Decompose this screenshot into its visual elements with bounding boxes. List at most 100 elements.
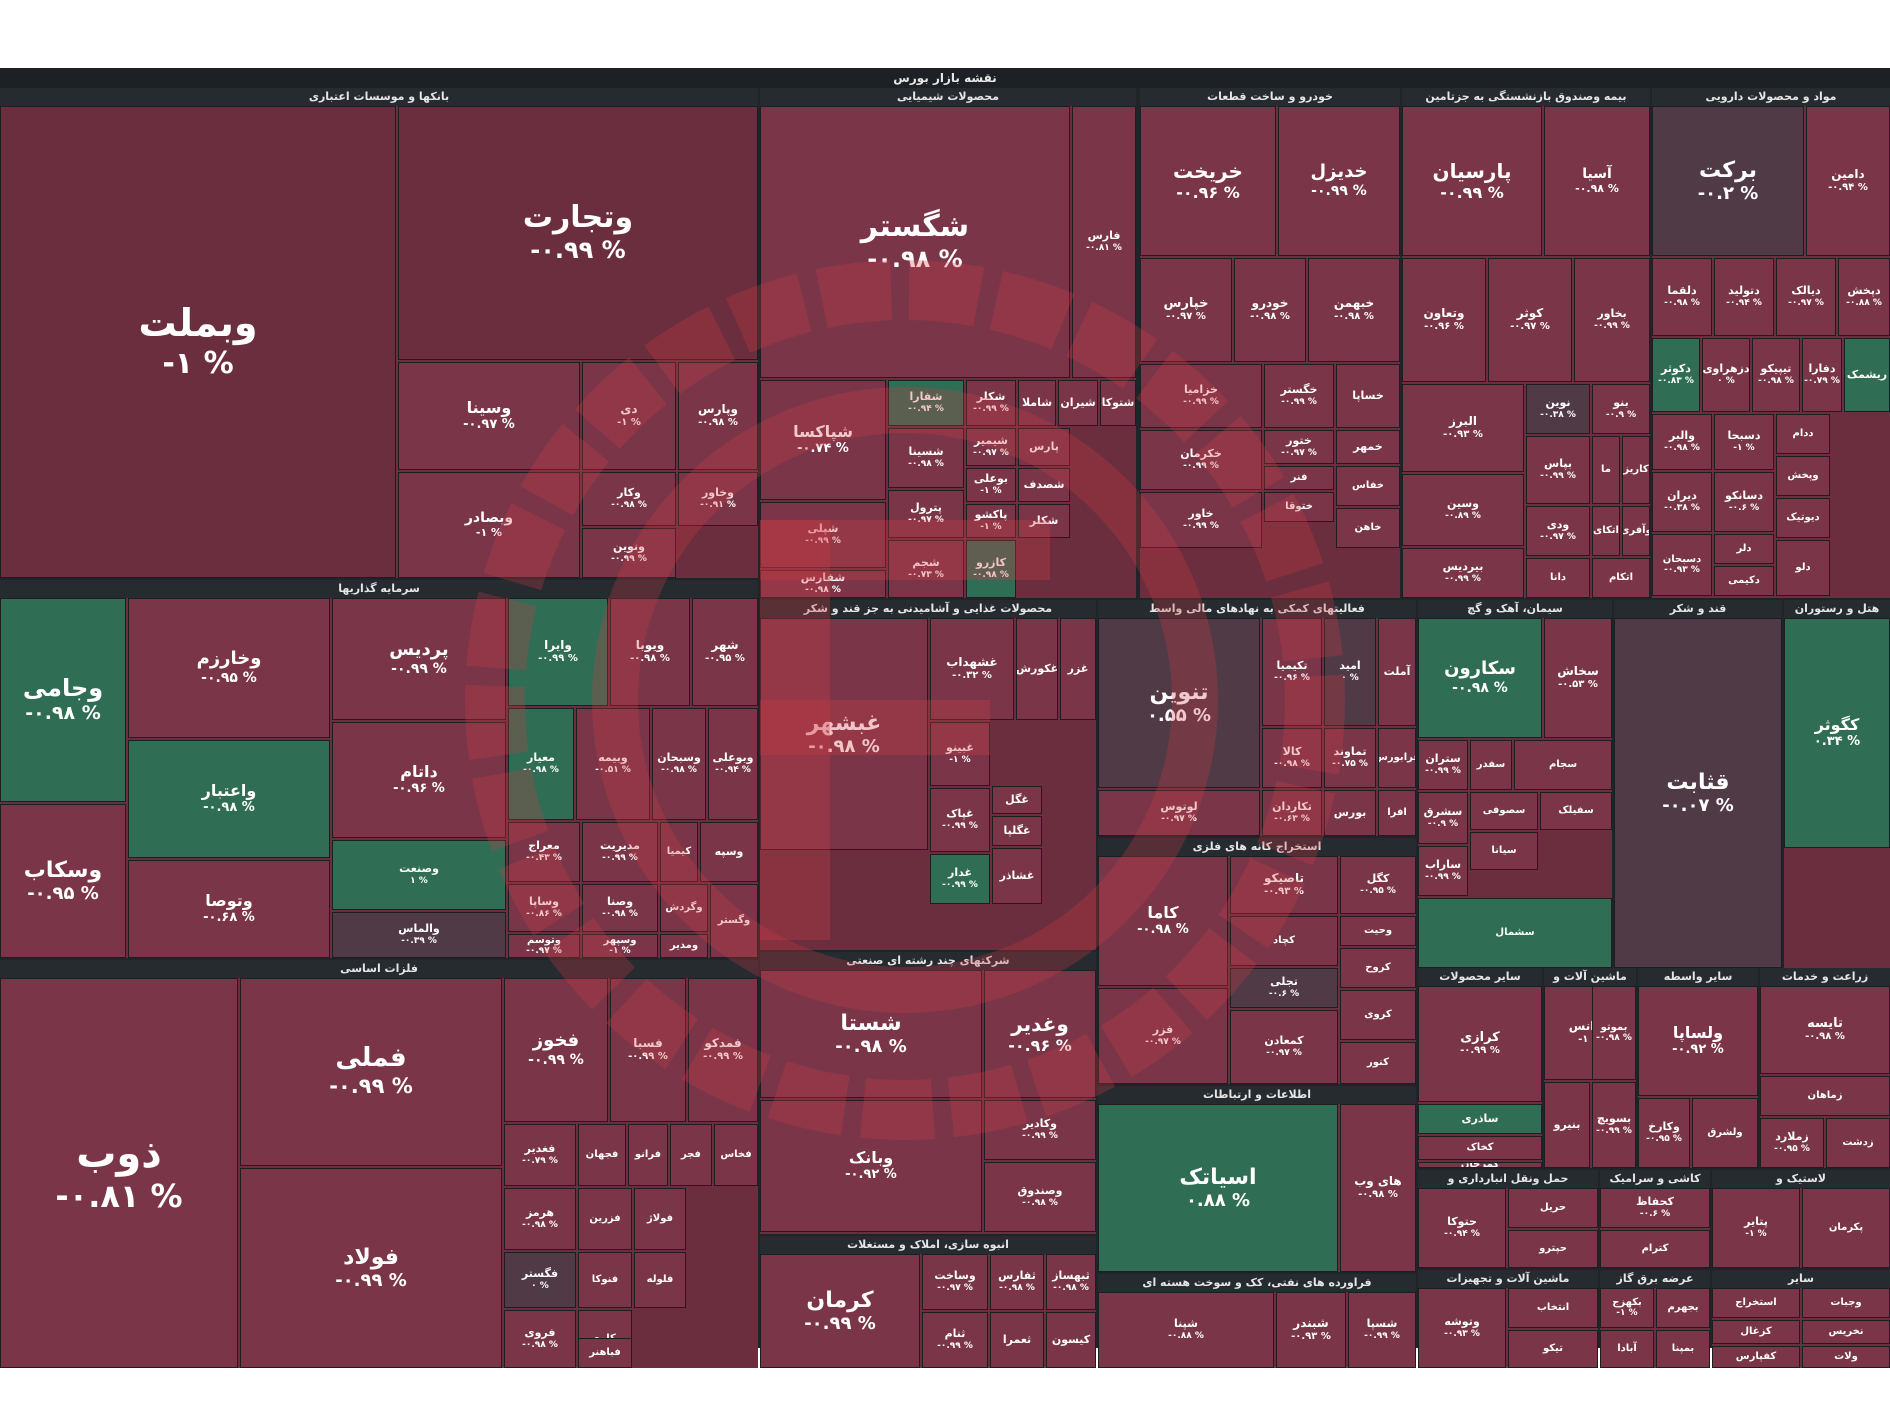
treemap-tile[interactable]: بپاس -۰.۹۹ % (1526, 436, 1590, 504)
treemap-tile[interactable]: کروح (1340, 948, 1416, 988)
treemap-tile[interactable]: تکاردان -۰.۶۳ % (1262, 790, 1322, 836)
treemap-tile[interactable]: ددام (1776, 414, 1830, 454)
treemap-tile[interactable]: غپاک -۰.۹۹ % (930, 788, 990, 852)
treemap-tile[interactable]: دیران -۰.۳۸ % (1652, 472, 1712, 532)
treemap-tile[interactable]: کرازی -۰.۹۹ % (1418, 986, 1542, 1102)
treemap-tile[interactable]: نوین -۰.۳۸ % (1526, 384, 1590, 434)
treemap-tile[interactable]: شسینا -۰.۹۸ % (888, 428, 964, 488)
treemap-tile[interactable]: وبصادر -۱ % (398, 472, 580, 578)
treemap-tile[interactable]: اتکام (1592, 558, 1650, 598)
treemap-tile[interactable]: غزر (1060, 618, 1096, 720)
treemap-tile[interactable]: فروی -۰.۹۸ % (504, 1310, 576, 1368)
treemap-tile[interactable]: پترول -۰.۹۷ % (888, 490, 964, 538)
treemap-tile[interactable]: ساراب -۰.۹۹ % (1418, 846, 1468, 896)
treemap-tile[interactable]: بیردیس -۰.۹۹ % (1402, 548, 1524, 598)
treemap-tile[interactable]: پاکشو -۱ % (966, 504, 1016, 538)
treemap-tile[interactable]: وغدیر -۰.۹۶ % (984, 970, 1096, 1098)
treemap-tile[interactable]: وخارزم -۰.۹۵ % (128, 598, 330, 738)
treemap-tile[interactable]: فگستر ۰ % (504, 1252, 576, 1308)
treemap-tile[interactable]: شسپا -۰.۹۹ % (1348, 1292, 1416, 1368)
treemap-tile[interactable]: سجام (1514, 740, 1612, 790)
treemap-tile[interactable]: خاهن (1336, 508, 1400, 548)
treemap-tile[interactable]: دفارا -۰.۷۹ % (1802, 338, 1842, 412)
treemap-tile[interactable]: فزرین (578, 1188, 632, 1250)
treemap-tile[interactable]: وسپهر -۱ % (582, 934, 658, 958)
treemap-tile[interactable]: اتکای (1592, 506, 1620, 556)
treemap-tile[interactable]: فخوز -۰.۹۹ % (504, 978, 608, 1122)
treemap-tile[interactable]: داتام -۰.۹۶ % (332, 722, 506, 838)
treemap-tile[interactable]: فرابورس (1378, 728, 1416, 788)
treemap-tile[interactable]: البرز -۰.۹۳ % (1402, 384, 1524, 472)
treemap-tile[interactable]: شاملا (1018, 380, 1056, 426)
treemap-tile[interactable]: خریخت -۰.۹۶ % (1140, 106, 1276, 256)
treemap-tile[interactable]: خدیزل -۰.۹۹ % (1278, 106, 1400, 256)
treemap-tile[interactable]: تماوند -۰.۷۵ % (1324, 728, 1376, 788)
treemap-tile[interactable]: خزامیا -۰.۹۹ % (1140, 364, 1262, 428)
treemap-tile[interactable]: وبیمه -۰.۵۱ % (576, 708, 650, 820)
treemap-tile[interactable]: وتوسم -۰.۹۷ % (508, 934, 580, 958)
treemap-tile[interactable]: کوثر -۰.۹۷ % (1488, 258, 1572, 382)
treemap-tile[interactable]: مدیریت -۰.۹۹ % (582, 822, 658, 882)
treemap-tile[interactable]: شیران (1058, 380, 1098, 426)
treemap-tile[interactable]: دلقما -۰.۹۸ % (1652, 258, 1712, 336)
treemap-tile[interactable]: وسینا -۰.۹۷ % (398, 362, 580, 470)
treemap-tile[interactable]: ونوین -۰.۹۹ % (582, 528, 676, 578)
treemap-tile[interactable]: شتوکا (1100, 380, 1136, 426)
treemap-tile[interactable]: کالا -۰.۹۸ % (1262, 728, 1322, 788)
treemap-tile[interactable]: وساپا -۰.۸۶ % (508, 884, 580, 932)
treemap-tile[interactable]: خکرمان -۰.۹۹ % (1140, 430, 1262, 490)
treemap-tile[interactable]: سکارون -۰.۹۸ % (1418, 618, 1542, 738)
treemap-tile[interactable]: حتوکا -۰.۹۴ % (1418, 1188, 1506, 1268)
treemap-tile[interactable]: ختور -۰.۹۷ % (1264, 430, 1334, 464)
treemap-tile[interactable]: والبر -۰.۹۸ % (1652, 414, 1712, 470)
treemap-tile[interactable]: دپخش -۰.۸۸ % (1838, 258, 1890, 336)
treemap-tile[interactable]: کگوثر ۰.۳۴ % (1784, 618, 1890, 848)
treemap-tile[interactable]: تایسه -۰.۹۸ % (1760, 986, 1890, 1074)
treemap-tile[interactable]: فرانو (628, 1124, 668, 1186)
treemap-tile[interactable]: تنوین ۰.۵۵ % (1098, 618, 1260, 788)
treemap-tile[interactable]: واعتبار -۰.۹۸ % (128, 740, 330, 858)
treemap-tile[interactable]: کفپارس (1712, 1346, 1800, 1368)
treemap-tile[interactable]: شفارس -۰.۹۸ % (760, 570, 886, 598)
treemap-tile[interactable]: شپلی -۰.۹۹ % (760, 502, 886, 568)
treemap-tile[interactable]: سشرق -۰.۹ % (1418, 792, 1468, 844)
treemap-tile[interactable]: وخاور -۰.۹۱ % (678, 472, 758, 526)
treemap-tile[interactable]: ولشرق (1692, 1098, 1758, 1168)
treemap-tile[interactable]: شکلر (1018, 504, 1070, 538)
treemap-tile[interactable]: غشاذر (992, 848, 1042, 904)
treemap-tile[interactable]: سخاش -۰.۵۳ % (1544, 618, 1612, 738)
treemap-tile[interactable]: وپخش (1776, 456, 1830, 496)
treemap-tile[interactable]: وکارخ -۰.۹۵ % (1638, 1098, 1690, 1168)
treemap-tile[interactable]: غگل (992, 786, 1042, 814)
treemap-tile[interactable]: فجر (670, 1124, 712, 1186)
treemap-tile[interactable]: دی -۱ % (582, 362, 676, 470)
treemap-tile[interactable]: معیار -۰.۹۸ % (508, 708, 574, 820)
treemap-tile[interactable]: خساپا (1336, 364, 1400, 428)
treemap-tile[interactable]: تیپیکو -۰.۹۸ % (1752, 338, 1800, 412)
treemap-tile[interactable]: وبانک -۰.۹۲ % (760, 1100, 982, 1232)
treemap-tile[interactable]: زماهان (1760, 1076, 1890, 1116)
treemap-tile[interactable]: وصندوق -۰.۹۸ % (984, 1162, 1096, 1232)
treemap-tile[interactable]: دکوثر -۰.۸۳ % (1652, 338, 1700, 412)
treemap-tile[interactable]: ثعمرا (990, 1312, 1044, 1368)
treemap-tile[interactable]: تجلی -۰.۶ % (1230, 968, 1338, 1008)
treemap-tile[interactable]: کگل -۰.۹۵ % (1340, 856, 1416, 914)
treemap-tile[interactable]: فخاس (714, 1124, 758, 1186)
treemap-tile[interactable]: امید ۰ % (1324, 618, 1376, 726)
treemap-tile[interactable]: وکادیر -۰.۹۹ % (984, 1100, 1096, 1160)
treemap-tile[interactable]: وحیت (1340, 916, 1416, 946)
treemap-tile[interactable]: بموتو -۰.۹۸ % (1592, 986, 1636, 1080)
treemap-tile[interactable]: غبینو -۱ % (930, 722, 990, 786)
treemap-tile[interactable]: قثابت -۰.۰۷ % (1614, 618, 1782, 968)
treemap-tile[interactable]: شهر -۰.۹۵ % (692, 598, 758, 706)
treemap-tile[interactable]: خفاس (1336, 466, 1400, 506)
treemap-tile[interactable]: کحفاظ -۰.۶ % (1600, 1188, 1710, 1228)
treemap-tile[interactable]: ساذری (1418, 1104, 1542, 1134)
treemap-tile[interactable]: کزغال (1712, 1320, 1800, 1344)
treemap-tile[interactable]: معراج -۰.۴۳ % (508, 822, 580, 882)
treemap-tile[interactable]: تیکو (1508, 1330, 1598, 1368)
treemap-tile[interactable]: وگردش (660, 884, 708, 932)
treemap-tile[interactable]: وجامی -۰.۹۸ % (0, 598, 126, 802)
treemap-tile[interactable]: پارس (1018, 428, 1070, 466)
treemap-tile[interactable]: شپنا -۰.۸۸ % (1098, 1292, 1274, 1368)
